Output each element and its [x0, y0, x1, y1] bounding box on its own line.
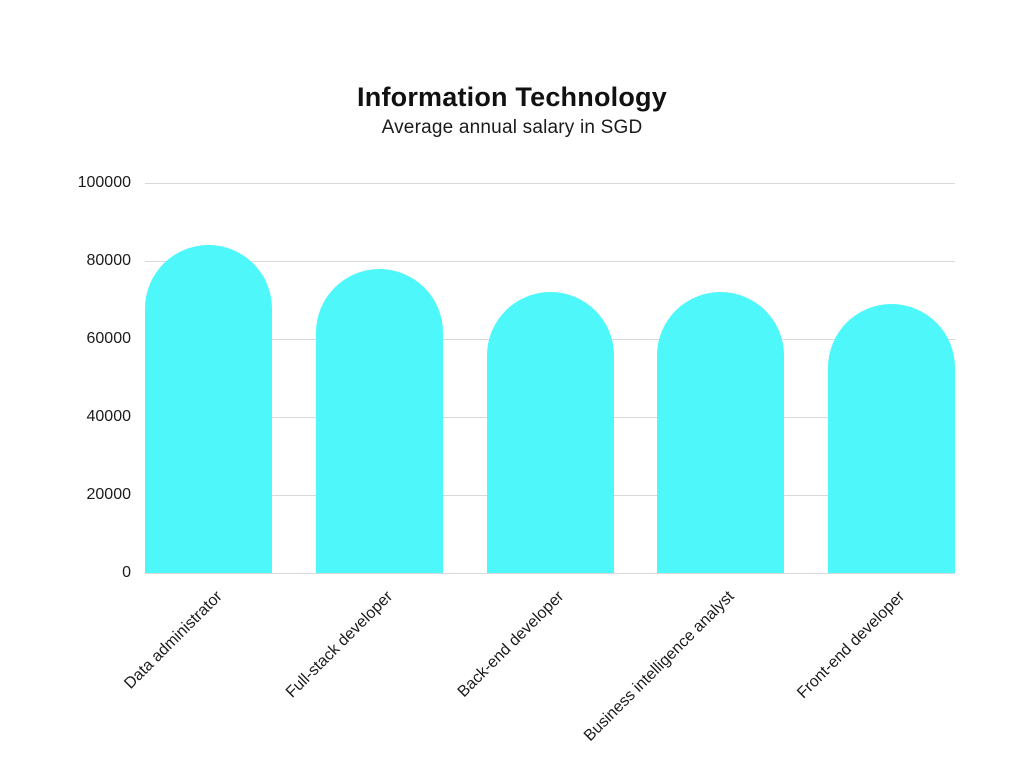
gridline [145, 261, 955, 262]
bar [657, 292, 785, 573]
x-axis-label: Data administrator [121, 588, 226, 693]
bar [315, 268, 443, 573]
chart-title: Information Technology [357, 82, 667, 112]
y-axis: 0 20000 40000 60000 80000 100000 [0, 174, 132, 581]
x-axis-label: Full-stack developer [283, 588, 397, 702]
y-tick-label: 40000 [86, 408, 132, 425]
bar [145, 245, 272, 573]
gridline [145, 573, 955, 574]
y-tick-label: 0 [122, 564, 131, 581]
bar [828, 303, 955, 573]
y-tick-label: 80000 [86, 252, 132, 269]
y-tick-label: 20000 [86, 486, 132, 503]
bars-container [145, 183, 955, 573]
x-axis-label: Business intelligence analyst [580, 588, 738, 745]
x-axis-label: Back-end developer [454, 588, 568, 701]
x-axis-label: Front-end developer [794, 588, 909, 702]
y-tick-label: 100000 [77, 174, 131, 191]
plot-area [145, 183, 955, 574]
bar [486, 292, 614, 573]
y-tick-label: 60000 [86, 330, 132, 347]
x-axis: Data administrator Full-stack developer Ba… [121, 588, 955, 758]
chart-subtitle: Average annual salary in SGD [381, 117, 643, 138]
gridline [145, 183, 955, 184]
